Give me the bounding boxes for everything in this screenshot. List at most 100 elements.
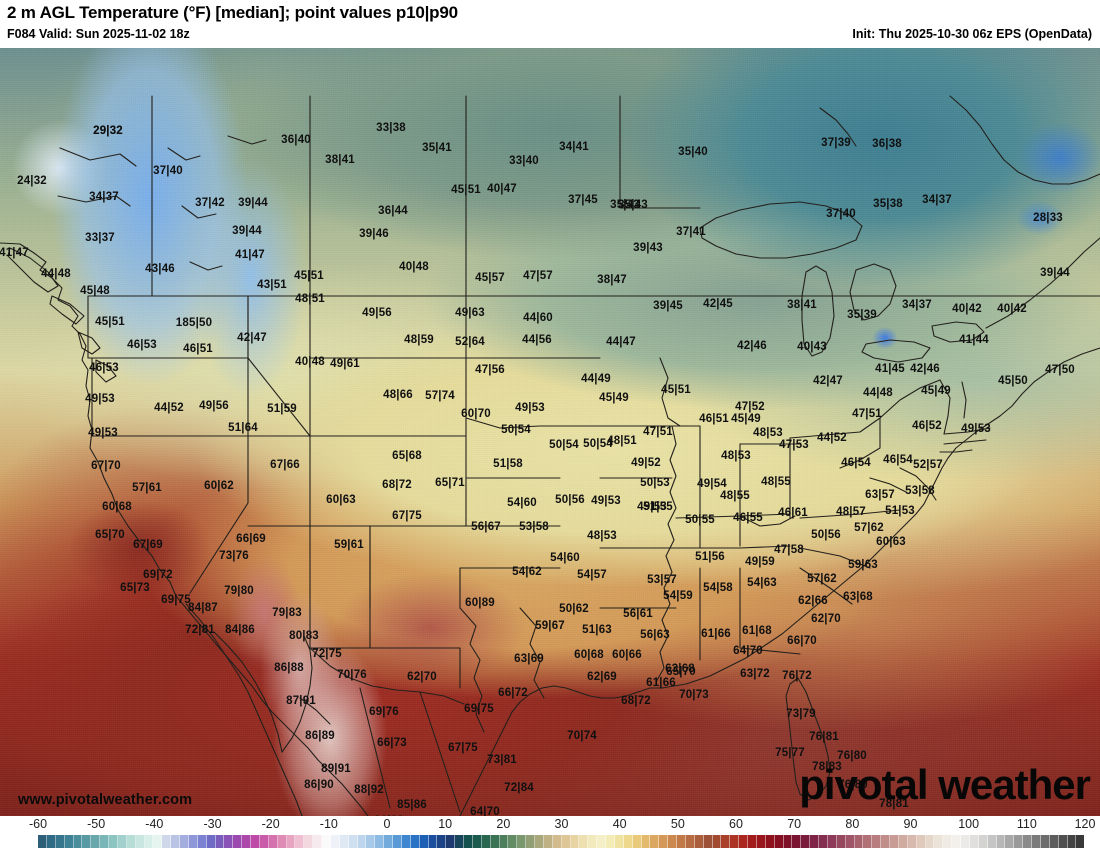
point-value-label: 67|75 — [392, 510, 422, 522]
point-value-label: 49|53 — [515, 402, 545, 414]
point-value-label: 66|70 — [787, 635, 817, 647]
point-value-label: 89|91 — [321, 763, 351, 775]
point-value-label: 52|57 — [913, 459, 943, 471]
colorbar-cell — [384, 835, 393, 848]
point-value-label: 72|84 — [504, 782, 534, 794]
point-value-label: 48|53 — [721, 450, 751, 462]
colorbar-cell — [233, 835, 243, 848]
colorbar-cell — [38, 835, 47, 848]
point-value-label: 69|75 — [161, 594, 191, 606]
point-value-label: 48|59 — [404, 334, 434, 346]
point-value-label: 49|56 — [199, 400, 229, 412]
colorbar-cell — [552, 835, 562, 848]
colorbar-cell — [579, 835, 589, 848]
point-value-label: 70|76 — [337, 669, 367, 681]
point-value-label: 76|72 — [782, 670, 812, 682]
point-value-label: 59|63 — [848, 559, 878, 571]
colorbar-cell — [330, 835, 340, 848]
point-value-label: 57|74 — [425, 390, 455, 402]
point-value-label: 35|40 — [678, 146, 708, 158]
colorbar-cell — [446, 835, 456, 848]
point-value-label: 68|72 — [382, 479, 412, 491]
colorbar-tick: 70 — [787, 817, 802, 831]
colorbar-tick: 20 — [496, 817, 511, 831]
point-value-label: 44|47 — [606, 336, 636, 348]
point-value-label: 60|70 — [461, 408, 491, 420]
point-value-label: 46|52 — [912, 420, 942, 432]
point-value-label: 42|46 — [910, 363, 940, 375]
point-value-label: 47|56 — [475, 364, 505, 376]
colorbar-tick: -60 — [28, 817, 48, 831]
colorbar-tick-labels: -60 -50 -40 -30 -20 -10 0 10 20 30 40 50 60 70 80 90 100… — [0, 816, 1100, 834]
colorbar-cell — [1005, 835, 1015, 848]
point-value-label: 86|88 — [274, 662, 304, 674]
colorbar-tick: -50 — [87, 817, 106, 831]
point-value-label: 48|53 — [753, 427, 783, 439]
point-value-label: 47|57 — [523, 270, 553, 282]
point-value-label: 41|47 — [235, 249, 265, 261]
point-value-label: 76|81 — [809, 731, 839, 743]
page-header: 2 m AGL Temperature (°F) [median]; point… — [0, 0, 1100, 48]
point-value-label: 50|54 — [583, 438, 613, 450]
point-value-label: 37|42 — [195, 197, 225, 209]
point-value-label: 44|48 — [863, 387, 893, 399]
point-value-label: 64|70 — [470, 806, 500, 816]
point-value-label: 53|58 — [905, 485, 935, 497]
colorbar-cell — [952, 835, 961, 848]
point-value-label: 46|53 — [127, 339, 157, 351]
point-value-label: 40|48 — [399, 261, 429, 273]
colorbar-cell — [242, 835, 251, 848]
point-value-label: 47|52 — [735, 401, 765, 413]
colorbar[interactable]: -60 -50 -40 -30 -20 -10 0 10 20 30 40 50 60 70 80 90 100… — [0, 816, 1100, 850]
colorbar-cell — [854, 835, 864, 848]
point-value-label: 39|44 — [238, 197, 268, 209]
colorbar-cell — [641, 835, 651, 848]
point-value-label: 73|76 — [219, 550, 249, 562]
point-value-label: 51|58 — [493, 458, 523, 470]
point-value-label: 44|48 — [41, 268, 71, 280]
point-value-label: 40|48 — [295, 356, 325, 368]
colorbar-tick: 50 — [670, 817, 685, 831]
colorbar-cell — [756, 835, 766, 848]
point-value-label: 34|41 — [559, 141, 589, 153]
point-value-label: 63|68 — [843, 591, 873, 603]
point-value-label: 51|64 — [228, 422, 258, 434]
point-value-label: 54|62 — [512, 566, 542, 578]
point-value-label: 59|61 — [334, 539, 364, 551]
colorbar-tick: 90 — [903, 817, 918, 831]
colorbar-cell — [1049, 835, 1059, 848]
point-value-label: 76|80 — [837, 750, 867, 762]
colorbar-cell — [685, 835, 695, 848]
raster-grain-overlay — [0, 48, 1100, 816]
point-value-label: 37|40 — [153, 165, 183, 177]
point-value-label: 60|63 — [876, 536, 906, 548]
point-value-label: 65|70 — [666, 666, 696, 678]
point-value-label: 45|51 — [661, 384, 691, 396]
point-value-label: 56|61 — [623, 608, 653, 620]
point-value-label: 57|61 — [132, 482, 162, 494]
point-value-label: 37|45 — [568, 194, 598, 206]
point-value-label: 46|51 — [699, 413, 729, 425]
colorbar-cell — [517, 835, 527, 848]
colorbar-tick: -40 — [145, 817, 164, 831]
point-value-label: 36|40 — [281, 134, 311, 146]
point-value-label: 67|69 — [133, 539, 163, 551]
point-value-label: 46|54 — [841, 457, 871, 469]
point-value-label: 59|67 — [535, 620, 565, 632]
point-value-label: 37|39 — [821, 137, 851, 149]
point-value-label: 45|51 — [95, 316, 125, 328]
colorbar-cell — [197, 835, 207, 848]
point-value-label: 54|60 — [550, 552, 580, 564]
point-value-label: 54|58 — [703, 582, 733, 594]
point-value-label: 67|70 — [91, 460, 121, 472]
point-value-label: 87|91 — [286, 695, 316, 707]
point-value-label: 79|83 — [272, 607, 302, 619]
colorbar-cell — [845, 835, 855, 848]
point-value-label: 43|46 — [145, 263, 175, 275]
colorbar-cell — [109, 835, 118, 848]
map-viewport[interactable]: 29|32 24|32 34|37 33|37 41|47 44|48 45|48 45|51… — [0, 48, 1100, 816]
point-value-label: 41|47 — [0, 247, 29, 259]
temperature-raster — [0, 48, 1100, 816]
colorbar-cell — [1014, 835, 1024, 848]
point-value-label: 34|37 — [902, 299, 932, 311]
